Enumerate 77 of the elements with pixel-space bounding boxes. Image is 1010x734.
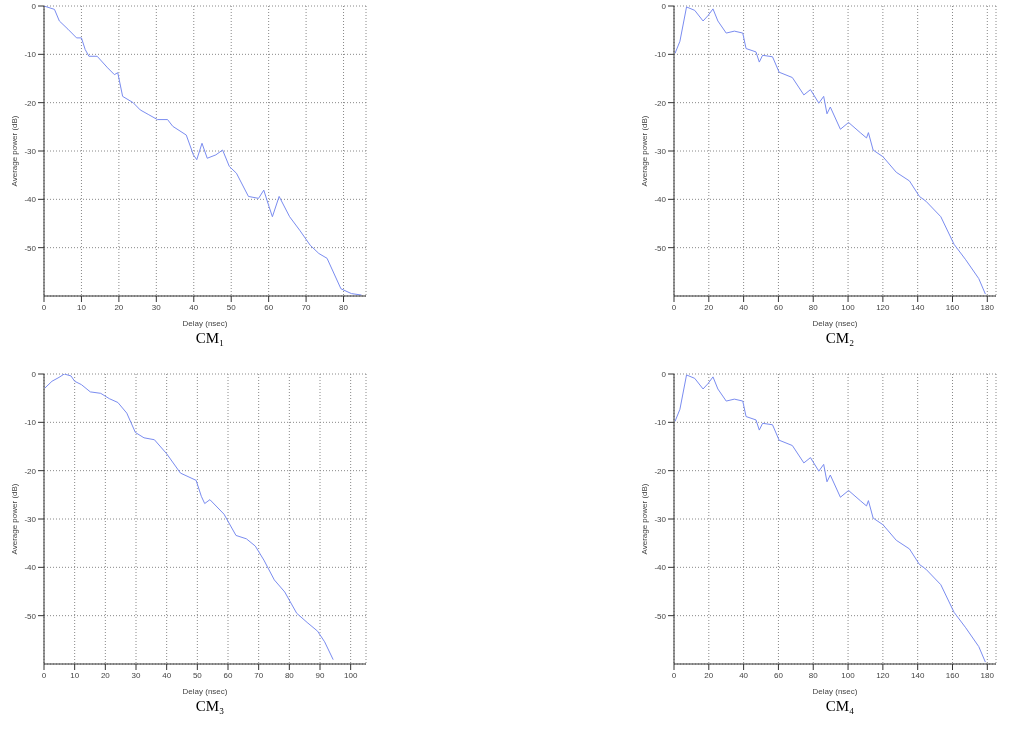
- x-tick-label: 50: [192, 670, 203, 680]
- y-tick-label: -20: [24, 466, 37, 476]
- x-tick-label: 40: [189, 302, 199, 312]
- y-tick-label: -10: [24, 50, 37, 60]
- y-tick-label: -10: [24, 418, 37, 428]
- x-tick-label: 160: [945, 670, 960, 680]
- x-tick-label: 50: [226, 302, 237, 312]
- y-tick-label: -30: [654, 514, 667, 524]
- x-tick-label: 20: [704, 670, 714, 680]
- y-tick-label: -20: [654, 98, 667, 108]
- y-tick-label: -50: [654, 243, 667, 253]
- x-axis-title: Delay (nsec): [182, 319, 228, 328]
- x-tick-label: 100: [841, 302, 856, 312]
- y-tick-label: 0: [661, 1, 667, 11]
- x-tick-label: 70: [254, 670, 264, 680]
- x-tick-label: 40: [739, 670, 749, 680]
- y-axis-title: Average power (dB): [639, 483, 649, 555]
- x-tick-label: 60: [223, 670, 233, 680]
- x-tick-label: 0: [41, 302, 47, 312]
- x-tick-label: 80: [808, 302, 819, 312]
- x-tick-label: 60: [773, 670, 784, 680]
- y-tick-label: -50: [654, 611, 667, 621]
- x-tick-label: 30: [131, 670, 141, 680]
- x-tick-label: 90: [315, 670, 325, 680]
- x-tick-label: 20: [704, 302, 714, 312]
- x-tick-label: 40: [162, 670, 172, 680]
- text: CM₄: [824, 698, 856, 715]
- line-series: [44, 374, 334, 661]
- x-tick-label: 10: [70, 670, 80, 680]
- x-axis-title: Delay (nsec): [182, 687, 228, 696]
- x-tick-label: 120: [876, 302, 891, 312]
- x-tick-label: 20: [114, 302, 124, 312]
- y-tick-label: -30: [24, 514, 37, 524]
- x-tick-label: 120: [876, 670, 891, 680]
- y-tick-label: -10: [654, 418, 667, 428]
- y-tick-label: 0: [31, 369, 37, 379]
- x-tick-label: 180: [980, 302, 995, 312]
- x-tick-label: 0: [671, 670, 677, 680]
- y-tick-label: -40: [654, 195, 667, 205]
- x-axis-title: Delay (nsec): [812, 687, 858, 696]
- x-tick-label: 60: [773, 302, 784, 312]
- y-tick-label: 0: [661, 369, 667, 379]
- text: CM₁: [194, 330, 226, 347]
- y-tick-label: -30: [24, 146, 37, 156]
- x-tick-label: 180: [980, 670, 995, 680]
- y-axis-title: Average power (dB): [9, 115, 19, 187]
- x-tick-label: 80: [339, 302, 349, 312]
- y-tick-label: 0: [31, 1, 37, 11]
- y-tick-label: -20: [24, 98, 37, 108]
- text: CM₃: [194, 698, 226, 715]
- x-tick-label: 140: [911, 302, 925, 312]
- x-tick-label: 20: [100, 670, 111, 680]
- x-tick-label: 100: [343, 670, 358, 680]
- text: CM₂: [824, 330, 856, 347]
- x-tick-label: 70: [301, 302, 312, 312]
- x-tick-label: 80: [284, 670, 295, 680]
- y-tick-label: -40: [24, 195, 37, 205]
- y-tick-label: -40: [654, 563, 667, 573]
- x-tick-label: 10: [76, 302, 87, 312]
- x-tick-label: 0: [41, 670, 47, 680]
- x-tick-label: 160: [945, 302, 960, 312]
- x-tick-label: 140: [911, 670, 925, 680]
- y-tick-label: -30: [654, 146, 667, 156]
- x-tick-label: 100: [841, 670, 856, 680]
- y-tick-label: -40: [24, 563, 37, 573]
- y-tick-label: -20: [654, 466, 667, 476]
- y-tick-label: -50: [24, 243, 37, 253]
- y-tick-label: -10: [654, 50, 667, 60]
- x-tick-label: 60: [264, 302, 274, 312]
- y-axis-title: Average power (dB): [9, 483, 19, 555]
- y-tick-label: -50: [24, 611, 37, 621]
- x-tick-label: 0: [671, 302, 677, 312]
- x-tick-label: 40: [739, 302, 749, 312]
- x-tick-label: 80: [808, 670, 819, 680]
- y-axis-title: Average power (dB): [639, 115, 649, 187]
- x-axis-title: Delay (nsec): [812, 319, 858, 328]
- x-tick-label: 30: [151, 302, 162, 312]
